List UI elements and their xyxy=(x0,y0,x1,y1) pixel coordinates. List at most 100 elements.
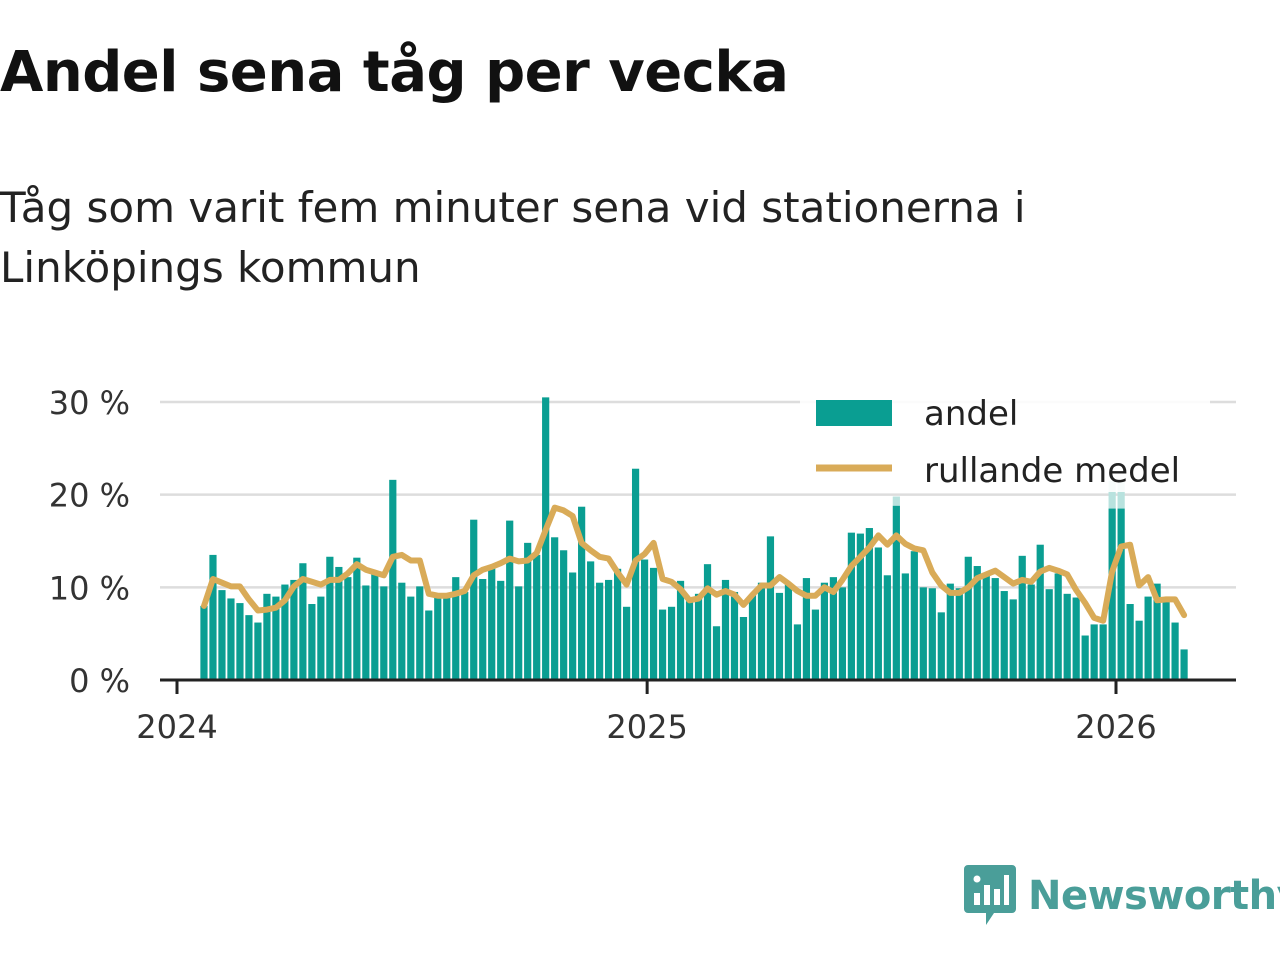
bar xyxy=(1027,584,1035,680)
bar xyxy=(991,578,999,680)
bar xyxy=(658,609,667,680)
bar xyxy=(236,603,244,680)
x-axis xyxy=(160,678,1236,694)
bar xyxy=(1090,624,1098,680)
bar xyxy=(497,580,505,680)
bar-highlight xyxy=(1117,480,1125,509)
bar xyxy=(560,550,568,680)
bar xyxy=(461,591,469,680)
bar xyxy=(847,532,855,680)
bar xyxy=(515,586,523,680)
bar xyxy=(551,537,559,680)
chart-title: Andel sena tåg per vecka xyxy=(0,40,789,105)
bar xyxy=(901,573,909,680)
bar xyxy=(596,582,604,680)
bar xyxy=(1171,622,1179,680)
bar xyxy=(1054,573,1062,680)
bar xyxy=(667,606,676,680)
line-series-rullande-medel xyxy=(201,504,1188,624)
bar xyxy=(506,520,514,680)
bar xyxy=(712,626,721,680)
bar xyxy=(470,519,478,680)
bar xyxy=(946,583,954,680)
legend-box xyxy=(800,380,1210,492)
bar xyxy=(1036,544,1044,680)
x-axis-tick-labels: 2024 2025 2026 xyxy=(136,708,1156,746)
bar xyxy=(631,468,640,680)
bar xyxy=(1117,508,1125,680)
legend-label-andel: andel xyxy=(924,394,1018,434)
x-tick-label-2025: 2025 xyxy=(606,708,687,746)
bar xyxy=(380,586,388,680)
bar xyxy=(973,566,981,680)
brand-name: Newsworthy xyxy=(1028,873,1280,919)
bar xyxy=(488,566,496,680)
bar xyxy=(613,568,622,680)
bar xyxy=(245,615,253,680)
x-tick-label-2024: 2024 xyxy=(136,708,217,746)
chart-subtitle: Tåg som varit fem minuter sena vid stati… xyxy=(0,183,1026,292)
bar xyxy=(605,579,613,680)
bar xyxy=(479,578,487,680)
bar xyxy=(937,612,945,680)
y-tick-label-20: 20 % xyxy=(49,477,130,515)
bar xyxy=(389,479,397,680)
bar xyxy=(362,585,370,680)
bar xyxy=(838,587,846,680)
legend-label-rullande-medel: rullande medel xyxy=(924,451,1180,491)
bar-highlight xyxy=(892,496,900,506)
bar xyxy=(272,596,280,680)
bar xyxy=(443,594,451,680)
bar xyxy=(1180,649,1188,680)
bar xyxy=(1144,596,1152,680)
newsworthy-logo-icon xyxy=(964,865,1016,925)
bar xyxy=(739,616,748,680)
bar xyxy=(829,577,838,680)
bar xyxy=(353,557,361,680)
bar xyxy=(721,579,730,680)
x-tick-label-2026: 2026 xyxy=(1075,708,1156,746)
bar xyxy=(811,609,820,680)
bar xyxy=(533,554,541,680)
legend-background xyxy=(800,380,1210,492)
bar xyxy=(398,582,406,680)
bar xyxy=(793,624,802,680)
bar xyxy=(1000,591,1008,680)
bar xyxy=(1153,583,1161,680)
bar xyxy=(928,588,936,680)
y-tick-label-0: 0 % xyxy=(69,662,130,700)
bar xyxy=(407,596,415,680)
bar xyxy=(200,605,208,680)
bar xyxy=(955,588,963,680)
bar xyxy=(892,505,900,680)
bar xyxy=(694,593,703,680)
bar xyxy=(290,579,298,680)
y-tick-label-30: 30 % xyxy=(49,384,130,422)
bar xyxy=(919,587,927,680)
y-tick-label-10: 10 % xyxy=(49,569,130,607)
bar xyxy=(587,561,595,680)
legend-swatch-andel xyxy=(816,400,892,426)
bar xyxy=(218,590,226,680)
bar xyxy=(982,574,990,680)
bar xyxy=(1126,604,1134,680)
bar xyxy=(703,564,712,680)
bar xyxy=(874,547,882,680)
bar xyxy=(569,572,577,680)
bar xyxy=(1072,597,1080,680)
y-axis-tick-labels: 0 % 10 % 20 % 30 % xyxy=(49,384,130,700)
bar xyxy=(542,397,550,680)
bar xyxy=(1063,593,1071,680)
bar xyxy=(640,559,649,680)
bar xyxy=(748,594,757,680)
bar xyxy=(1018,555,1026,680)
bar xyxy=(317,596,325,680)
bar xyxy=(856,533,864,680)
brand-logo: Newsworthy xyxy=(964,864,1280,928)
bar xyxy=(1099,624,1107,680)
bar xyxy=(1135,620,1143,680)
bar xyxy=(344,577,352,680)
bar xyxy=(1162,601,1170,680)
bar xyxy=(676,580,685,680)
bar xyxy=(1045,589,1053,680)
